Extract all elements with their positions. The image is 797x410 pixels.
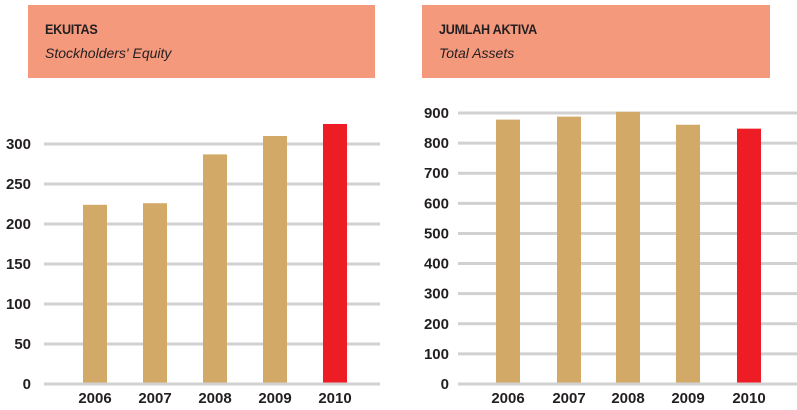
equity-bar-2006 xyxy=(83,204,107,383)
assets-ytick-label: 200 xyxy=(424,316,449,333)
equity-title: EKUITAS xyxy=(45,21,98,37)
assets-ytick-label: 600 xyxy=(424,195,449,212)
assets-xtick-label: 2008 xyxy=(611,390,644,407)
assets-xtick-label: 2009 xyxy=(671,390,704,407)
equity-ytick-label: 100 xyxy=(6,296,31,313)
equity-bar-2007 xyxy=(143,203,167,383)
assets-bar-2007 xyxy=(557,116,581,383)
assets-ytick-label: 700 xyxy=(424,165,449,182)
assets-bar-2009 xyxy=(676,124,700,383)
equity-bar-2010 xyxy=(323,124,347,383)
equity-ytick-label: 150 xyxy=(6,256,31,273)
equity-xtick-label: 2007 xyxy=(138,390,171,407)
equity-ytick-label: 0 xyxy=(23,376,31,393)
equity-header: EKUITAS Stockholders' Equity xyxy=(28,5,375,78)
assets-subtitle: Total Assets xyxy=(439,45,515,61)
assets-ytick-label: 900 xyxy=(424,105,449,122)
assets-ytick-label: 800 xyxy=(424,135,449,152)
assets-header: JUMLAH AKTIVA Total Assets xyxy=(422,5,770,78)
assets-ytick-label: 300 xyxy=(424,286,449,303)
equity-ytick-label: 250 xyxy=(6,176,31,193)
equity-ytick-label: 50 xyxy=(14,336,31,353)
assets-xtick-label: 2006 xyxy=(491,390,524,407)
assets-title: JUMLAH AKTIVA xyxy=(439,21,537,37)
assets-ytick-label: 500 xyxy=(424,225,449,242)
assets-bar-2008 xyxy=(616,111,640,383)
equity-xtick-label: 2010 xyxy=(318,390,351,407)
assets-ytick-label: 100 xyxy=(424,346,449,363)
assets-xtick-label: 2010 xyxy=(732,390,765,407)
equity-bar-2009 xyxy=(263,136,287,383)
equity-bar-2008 xyxy=(203,154,227,383)
equity-ytick-label: 200 xyxy=(6,216,31,233)
equity-xtick-label: 2006 xyxy=(78,390,111,407)
assets-bar-2006 xyxy=(496,119,520,383)
assets-bar-2010 xyxy=(737,128,761,383)
assets-ytick-label: 400 xyxy=(424,256,449,273)
assets-xtick-label: 2007 xyxy=(552,390,585,407)
equity-xtick-label: 2009 xyxy=(258,390,291,407)
equity-xtick-label: 2008 xyxy=(198,390,231,407)
equity-ytick-label: 300 xyxy=(6,136,31,153)
equity-subtitle: Stockholders' Equity xyxy=(45,45,172,61)
assets-ytick-label: 0 xyxy=(441,376,449,393)
